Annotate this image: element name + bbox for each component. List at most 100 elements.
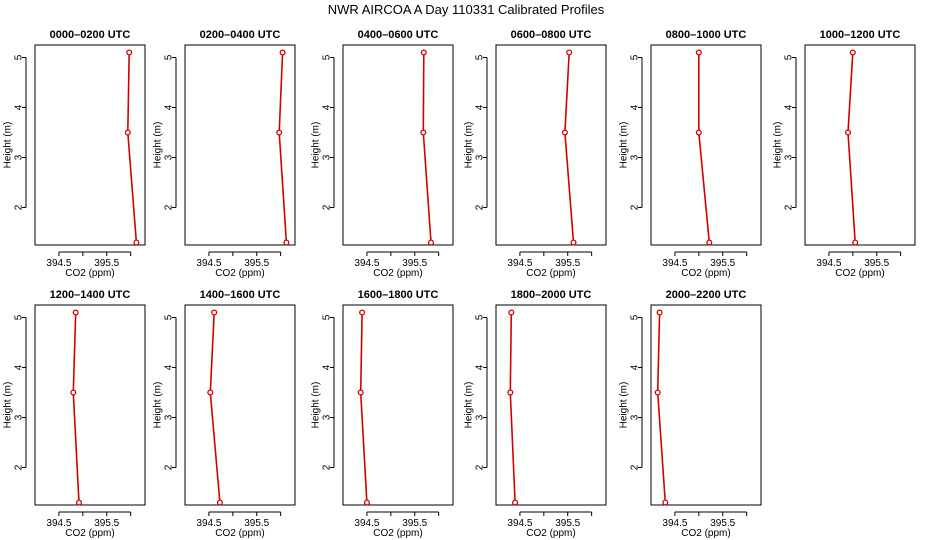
x-tick-label: 395.5 bbox=[402, 518, 427, 529]
x-tick-label: 394.5 bbox=[662, 518, 687, 529]
y-tick-label: 5 bbox=[475, 314, 486, 320]
y-tick-label: 4 bbox=[164, 364, 175, 370]
y-tick-label: 2 bbox=[164, 204, 175, 210]
plot-frame bbox=[650, 44, 762, 246]
plot-frame bbox=[495, 304, 607, 506]
x-axis-label: CO2 (ppm) bbox=[215, 268, 264, 279]
profile-line bbox=[509, 312, 516, 503]
x-tick-label: 394.5 bbox=[507, 518, 532, 529]
y-tick-label: 5 bbox=[322, 54, 333, 60]
profile-line bbox=[847, 52, 856, 243]
x-tick-label: 395.5 bbox=[864, 258, 889, 269]
panel-title: 1000–1200 UTC bbox=[820, 29, 901, 41]
plot-frame bbox=[34, 44, 146, 246]
y-axis-label: Height (m) bbox=[619, 122, 630, 169]
y-tick-label: 3 bbox=[164, 154, 175, 160]
x-axis-label: CO2 (ppm) bbox=[526, 528, 575, 539]
y-tick-label: 2 bbox=[784, 204, 795, 210]
profile-point bbox=[427, 239, 435, 246]
profile-point bbox=[363, 499, 370, 506]
profile-line bbox=[656, 312, 667, 503]
profile-point bbox=[654, 389, 661, 396]
x-axis-label: CO2 (ppm) bbox=[65, 528, 114, 539]
plot-frame bbox=[34, 304, 146, 506]
y-tick-label: 2 bbox=[475, 204, 486, 210]
y-tick-label: 3 bbox=[630, 414, 641, 420]
y-tick-label: 4 bbox=[630, 364, 641, 370]
x-tick-label: 395.5 bbox=[244, 258, 269, 269]
profile-line bbox=[422, 52, 432, 243]
x-tick-label: 394.5 bbox=[662, 258, 687, 269]
x-tick-label: 395.5 bbox=[244, 518, 269, 529]
profile-point bbox=[276, 129, 283, 136]
y-tick-label: 4 bbox=[164, 104, 175, 110]
y-tick-label: 2 bbox=[322, 204, 333, 210]
profile-point bbox=[126, 49, 133, 56]
profile-point bbox=[849, 49, 856, 56]
plot-frame bbox=[184, 44, 296, 246]
y-tick-label: 2 bbox=[475, 464, 486, 470]
y-tick-label: 4 bbox=[14, 104, 25, 110]
profile-line bbox=[278, 52, 288, 243]
profile-line bbox=[359, 312, 368, 503]
x-tick-label: 394.5 bbox=[196, 518, 221, 529]
y-tick-label: 3 bbox=[784, 154, 795, 160]
y-tick-label: 3 bbox=[164, 414, 175, 420]
x-axis-label: CO2 (ppm) bbox=[681, 268, 730, 279]
panel-title: 0200–0400 UTC bbox=[200, 29, 281, 41]
profile-line bbox=[697, 52, 711, 243]
profile-point bbox=[211, 309, 218, 316]
profile-point bbox=[508, 309, 515, 316]
y-tick-label: 5 bbox=[164, 314, 175, 320]
y-tick-label: 2 bbox=[164, 464, 175, 470]
plot-frame bbox=[650, 304, 762, 506]
y-tick-label: 2 bbox=[14, 204, 25, 210]
y-tick-label: 5 bbox=[784, 54, 795, 60]
profile-point bbox=[72, 309, 79, 316]
y-tick-label: 4 bbox=[784, 104, 795, 110]
panel-title: 1800–2000 UTC bbox=[511, 289, 592, 301]
x-tick-label: 394.5 bbox=[816, 258, 841, 269]
profile-point bbox=[852, 239, 859, 246]
profile-line bbox=[209, 312, 221, 503]
profile-point bbox=[561, 129, 568, 136]
profile-point bbox=[706, 239, 713, 246]
x-tick-label: 394.5 bbox=[46, 518, 71, 529]
y-tick-label: 5 bbox=[164, 54, 175, 60]
y-tick-label: 2 bbox=[630, 464, 641, 470]
x-tick-label: 395.5 bbox=[402, 258, 427, 269]
x-tick-label: 394.5 bbox=[196, 258, 221, 269]
profile-line bbox=[72, 312, 80, 503]
y-tick-label: 5 bbox=[475, 54, 486, 60]
profile-point bbox=[70, 389, 77, 396]
profile-point bbox=[662, 499, 669, 506]
x-axis-label: CO2 (ppm) bbox=[215, 528, 264, 539]
x-tick-label: 394.5 bbox=[507, 258, 532, 269]
profile-point bbox=[844, 129, 852, 136]
x-tick-label: 395.5 bbox=[710, 258, 735, 269]
y-tick-label: 3 bbox=[322, 414, 333, 420]
profile-point bbox=[283, 239, 290, 246]
x-tick-label: 394.5 bbox=[354, 518, 379, 529]
y-axis-label: Height (m) bbox=[3, 122, 14, 169]
x-axis-label: CO2 (ppm) bbox=[373, 528, 422, 539]
y-tick-label: 4 bbox=[14, 364, 25, 370]
y-axis-label: Height (m) bbox=[3, 382, 14, 429]
y-axis-label: Height (m) bbox=[153, 122, 164, 169]
profile-point bbox=[216, 499, 223, 506]
plot-frame bbox=[495, 44, 607, 246]
plot-frame bbox=[184, 304, 296, 506]
x-tick-label: 395.5 bbox=[94, 518, 119, 529]
profile-point bbox=[566, 49, 573, 56]
x-tick-label: 395.5 bbox=[94, 258, 119, 269]
x-tick-label: 395.5 bbox=[710, 518, 735, 529]
y-tick-label: 3 bbox=[14, 414, 25, 420]
